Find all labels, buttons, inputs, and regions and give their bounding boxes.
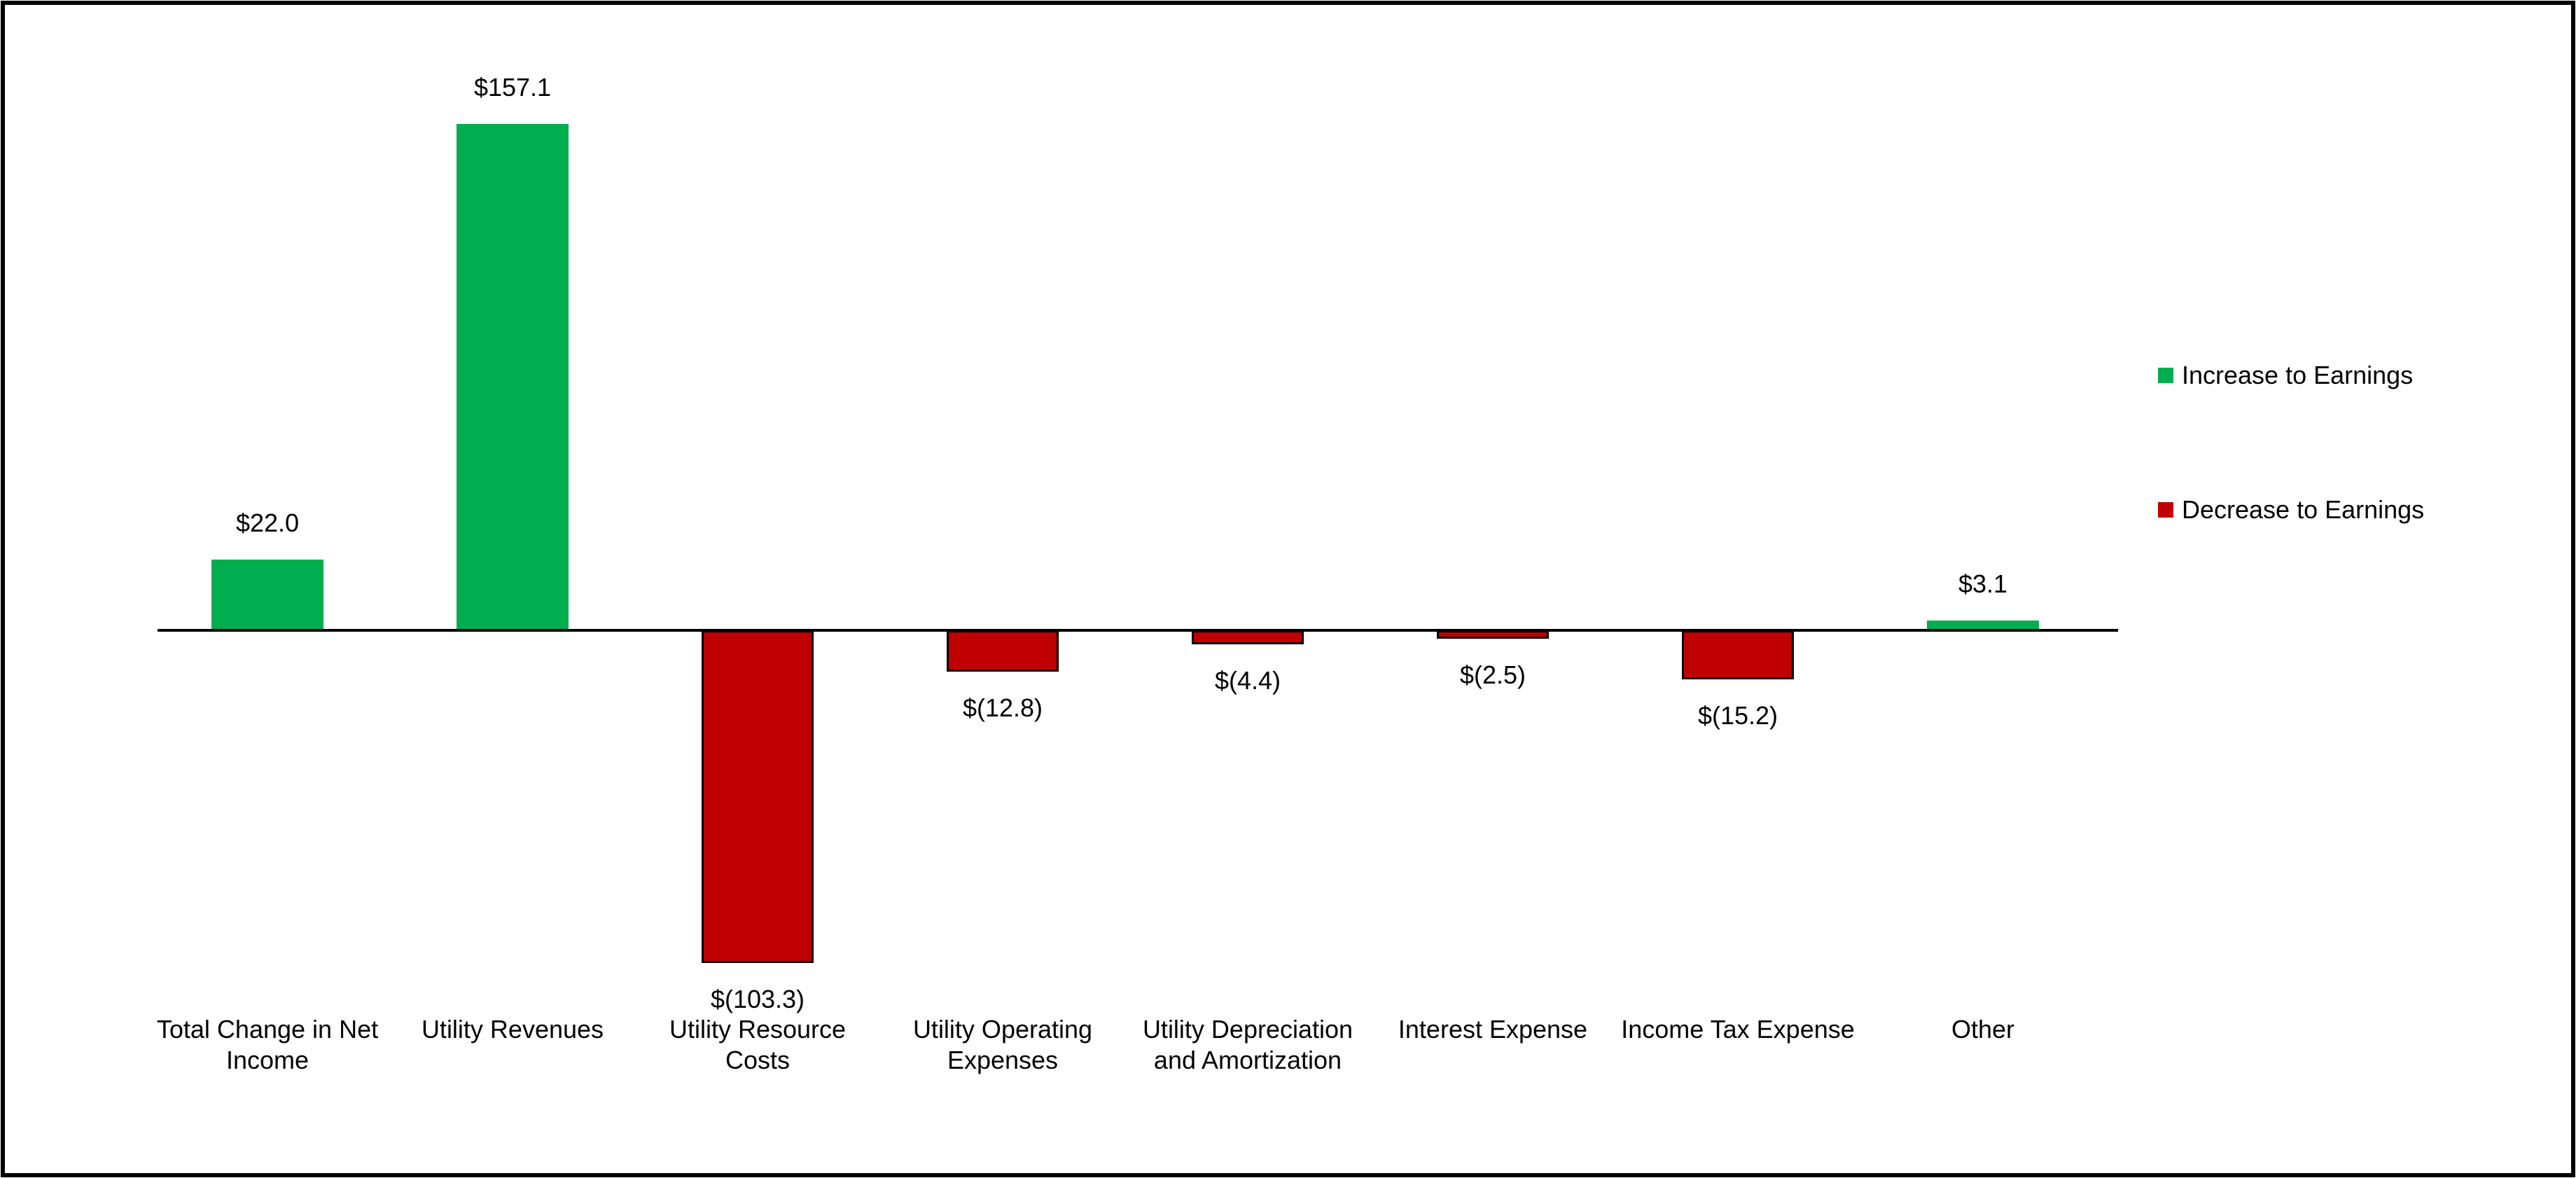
data-label-utility-revenues: $157.1: [473, 73, 552, 102]
bar-utility-resource-costs[interactable]: [702, 630, 814, 963]
legend-swatch-increase: [2158, 368, 2173, 383]
data-label-income-tax-expense: $(15.2): [1697, 701, 1778, 730]
bar-other[interactable]: [1927, 621, 2039, 630]
category-label-interest-expense: Interest Expense: [1398, 1015, 1588, 1044]
category-label-income-tax-expense: Income Tax Expense: [1621, 1015, 1855, 1044]
category-label-utility-resource-costs: Utility Resource Costs: [669, 1015, 847, 1074]
bar-utility-revenues[interactable]: [457, 124, 569, 630]
bar-total-change-in-net-income[interactable]: [211, 560, 323, 630]
data-label-utility-resource-costs: $(103.3): [710, 985, 805, 1013]
bar-utility-operating-expenses[interactable]: [947, 630, 1059, 672]
legend-label-decrease: Decrease to Earnings: [2182, 495, 2425, 524]
category-label-utility-revenues: Utility Revenues: [421, 1015, 604, 1044]
legend-item-decrease[interactable]: Decrease to Earnings: [2158, 494, 2424, 525]
category-label-utility-depreciation-and-amortization: Utility Depreciation and Amortization: [1142, 1015, 1353, 1074]
data-label-interest-expense: $(2.5): [1459, 660, 1526, 689]
data-label-utility-depreciation-and-amortization: $(4.4): [1214, 666, 1281, 695]
category-label-utility-operating-expenses: Utility Operating Expenses: [912, 1015, 1093, 1074]
data-label-utility-operating-expenses: $(12.8): [962, 693, 1043, 722]
x-axis-line: [158, 629, 2118, 632]
legend-label-increase: Increase to Earnings: [2182, 361, 2414, 389]
bar-income-tax-expense[interactable]: [1682, 630, 1794, 679]
data-label-total-change-in-net-income: $22.0: [235, 508, 300, 537]
category-label-other: Other: [1951, 1015, 2015, 1044]
bar-utility-depreciation-and-amortization[interactable]: [1192, 630, 1304, 644]
legend-swatch-decrease: [2158, 502, 2173, 518]
legend-item-increase[interactable]: Increase to Earnings: [2158, 360, 2413, 391]
data-label-other: $3.1: [1958, 569, 2008, 598]
category-label-total-change-in-net-income: Total Change in Net Income: [156, 1015, 379, 1074]
